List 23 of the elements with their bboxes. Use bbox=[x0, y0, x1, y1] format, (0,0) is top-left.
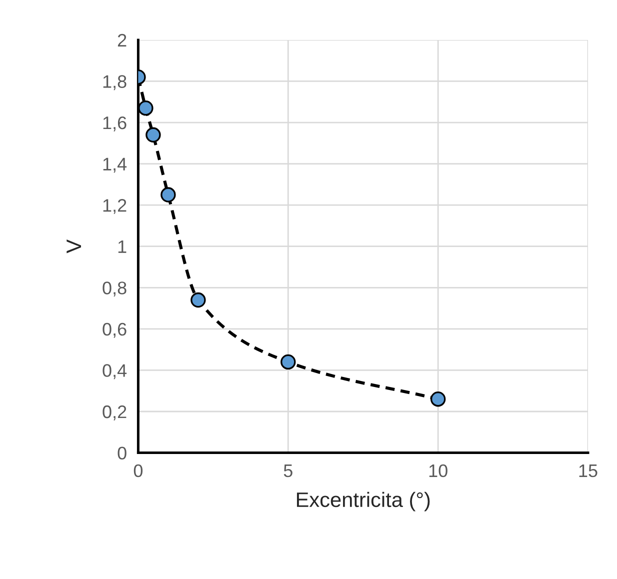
point bbox=[280, 354, 296, 370]
point bbox=[138, 100, 154, 116]
x-axis-title: Excentricita (°) bbox=[296, 492, 430, 512]
x-tick-label: 10 bbox=[429, 464, 448, 478]
y-tick-label: 1,4 bbox=[103, 158, 127, 173]
y-tick-label: 2 bbox=[118, 34, 126, 46]
y-tick-label: 0,6 bbox=[102, 322, 126, 338]
y-tick-label: 1,2 bbox=[103, 199, 126, 214]
y-tick-label: 0,4 bbox=[102, 364, 127, 380]
point bbox=[190, 292, 206, 308]
y-tick-label: 1,8 bbox=[103, 75, 126, 90]
point bbox=[146, 127, 161, 143]
x-tick-label: 5 bbox=[284, 464, 292, 478]
y-tick-label: 0 bbox=[118, 446, 126, 460]
y-tick-label: 1 bbox=[118, 240, 126, 253]
y-axis-title: V bbox=[66, 240, 82, 254]
x-tick-label: 0 bbox=[134, 464, 143, 478]
point bbox=[430, 392, 446, 407]
y-tick-label: 0,2 bbox=[102, 405, 126, 420]
y-tick-label: 0,8 bbox=[102, 282, 126, 296]
x-tick-label: 15 bbox=[579, 464, 598, 478]
point bbox=[160, 187, 176, 202]
y-tick-label: 1,6 bbox=[103, 116, 126, 132]
